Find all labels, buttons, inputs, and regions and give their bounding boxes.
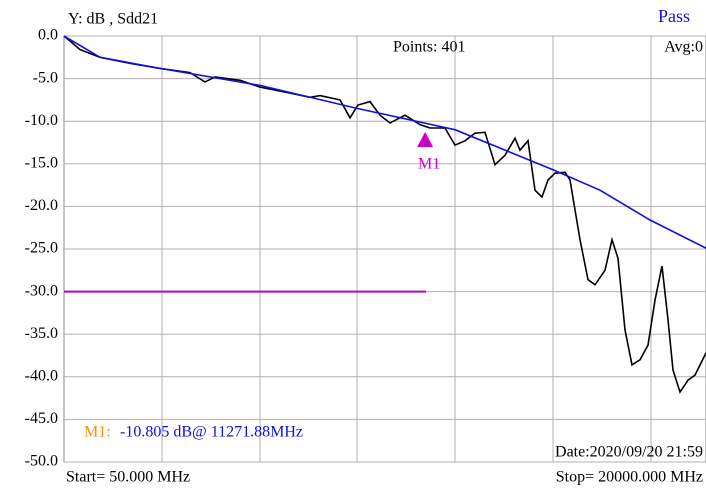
y-tick-label: -45.0 [25,410,58,427]
series-line [63,35,706,249]
y-tick-label: -35.0 [25,325,58,342]
marker [417,132,434,148]
stop-label: Stop= 20000.000 MHz [556,469,703,486]
y-tick-label: -15.0 [25,154,58,171]
marker-readout-name: M1: [84,424,111,441]
marker-label: M1 [418,156,440,173]
marker-readout-value: -10.805 dB@ 11271.88MHz [120,424,303,441]
y-tick-label: -30.0 [25,282,58,299]
date-label: Date:2020/09/20 21:59 [555,444,703,461]
start-label: Start= 50.000 MHz [66,469,190,486]
series-line [63,35,706,394]
status: Pass [658,6,690,26]
y-tick-label: -5.0 [33,69,58,86]
avg-label: Avg:0 [664,39,703,56]
y-tick-label: -50.0 [25,453,58,470]
y-tick-label: -10.0 [25,112,58,129]
chart-title: Y: dB , Sdd21 [68,11,158,28]
y-tick-label: -40.0 [25,367,58,384]
y-tick-label: -25.0 [25,240,58,257]
y-tick-label: 0.0 [38,27,58,44]
points-label: Points: 401 [393,39,465,56]
y-tick-label: -20.0 [25,197,58,214]
